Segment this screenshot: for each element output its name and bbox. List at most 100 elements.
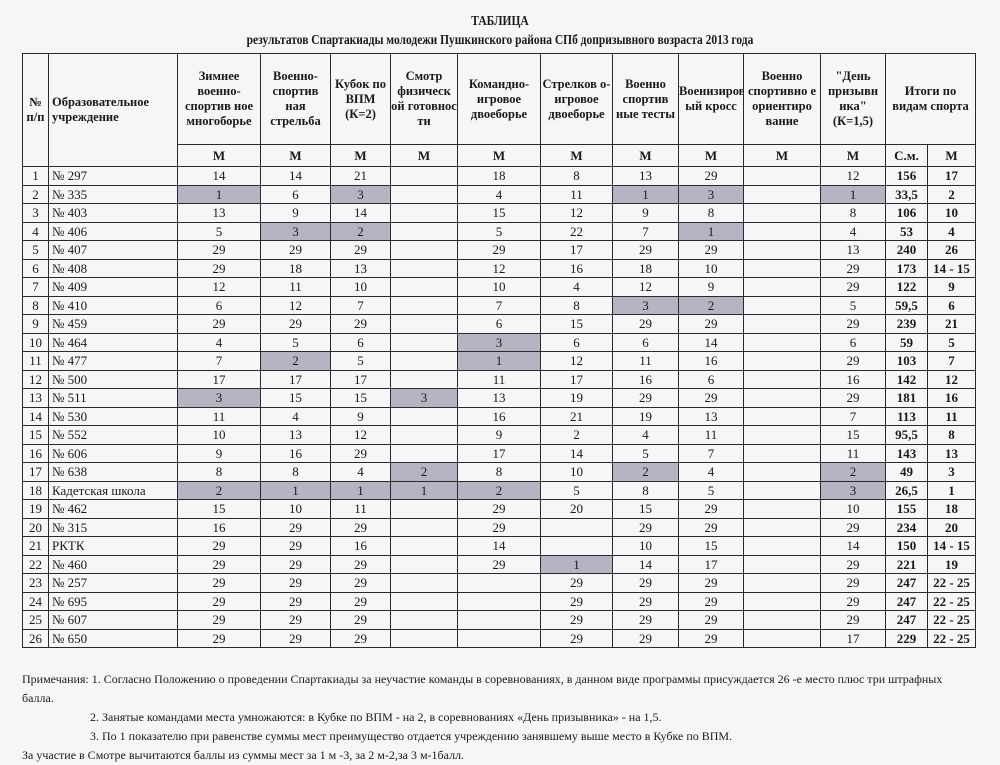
place-cell: 4 [177, 332, 261, 352]
place-cell: 7 [612, 221, 679, 241]
place-cell: 29 [678, 610, 744, 630]
place-cell: 29 [612, 610, 679, 630]
header-institution: Образовательное учреждение [48, 53, 178, 167]
institution-name: № 650 [48, 628, 178, 648]
place-cell: 8 [177, 462, 261, 482]
place-cell: 29 [330, 517, 391, 537]
place-cell: 19 [540, 388, 613, 408]
place-cell [743, 573, 821, 593]
institution-name: № 607 [48, 610, 178, 630]
place-cell: 29 [260, 536, 331, 556]
sum-of-places: 106 [885, 203, 928, 223]
document-title: ТАБЛИЦА [471, 14, 529, 29]
place-cell: 14 [330, 203, 391, 223]
place-cell: 10 [540, 462, 613, 482]
place-cell [457, 591, 541, 611]
overall-place: 3 [927, 462, 976, 482]
place-cell: 29 [678, 240, 744, 260]
place-cell [743, 258, 821, 278]
place-cell: 29 [678, 499, 744, 519]
institution-name: РКТК [48, 536, 178, 556]
place-cell: 14 [457, 536, 541, 556]
place-cell: 12 [177, 277, 261, 297]
header-sport: Военно спортив ные тесты [612, 53, 679, 145]
header-num: № п/п [22, 53, 49, 167]
place-cell [743, 554, 821, 574]
place-cell: 8 [820, 203, 886, 223]
overall-place: 5 [927, 332, 976, 352]
place-cell [390, 573, 458, 593]
place-cell: 12 [330, 425, 391, 445]
row-number: 3 [22, 203, 49, 223]
place-cell: 29 [457, 240, 541, 260]
place-cell: 15 [612, 499, 679, 519]
place-cell [743, 610, 821, 630]
sum-of-places: 247 [885, 610, 928, 630]
place-cell: 29 [820, 388, 886, 408]
note-3: 3. По 1 показателю при равенстве суммы м… [90, 729, 733, 743]
place-cell: 29 [177, 628, 261, 648]
place-cell: 15 [540, 314, 613, 334]
place-cell: 18 [457, 166, 541, 186]
place-cell: 15 [820, 425, 886, 445]
table-row: 11 № 477 7 2 5 1 12 11 16 29 103 7 [22, 351, 976, 371]
place-cell: 29 [678, 388, 744, 408]
overall-place: 22 - 25 [927, 591, 976, 611]
overall-place: 18 [927, 499, 976, 519]
institution-name: № 410 [48, 295, 178, 315]
place-cell: 29 [678, 314, 744, 334]
place-cell: 29 [678, 591, 744, 611]
header-sport: Смотр физическ ой готовнос ти [390, 53, 458, 145]
sum-of-places: 122 [885, 277, 928, 297]
table-row: 3 № 403 13 9 14 15 12 9 8 8 106 10 [22, 203, 976, 223]
sum-of-places: 181 [885, 388, 928, 408]
subheader-place: М [927, 144, 976, 167]
overall-place: 17 [927, 166, 976, 186]
place-cell: 29 [330, 554, 391, 574]
place-cell: 29 [540, 591, 613, 611]
overall-place: 21 [927, 314, 976, 334]
subheader-place: М [820, 144, 886, 167]
place-cell: 29 [820, 258, 886, 278]
place-cell: 17 [260, 369, 331, 389]
place-cell: 9 [330, 406, 391, 426]
place-cell: 3 [612, 295, 679, 315]
table-row: 25 № 607 29 29 29 29 29 29 29 247 22 - 25 [22, 610, 976, 630]
place-cell: 7 [457, 295, 541, 315]
place-cell: 15 [678, 536, 744, 556]
place-cell: 17 [177, 369, 261, 389]
place-cell [390, 554, 458, 574]
place-cell: 6 [177, 295, 261, 315]
table-row: 13 № 511 3 15 15 3 13 19 29 29 29 181 16 [22, 388, 976, 408]
place-cell: 29 [177, 591, 261, 611]
sum-of-places: 247 [885, 591, 928, 611]
place-cell: 11 [330, 499, 391, 519]
place-cell: 9 [177, 443, 261, 463]
place-cell [743, 591, 821, 611]
place-cell: 2 [457, 480, 541, 500]
place-cell: 29 [457, 517, 541, 537]
place-cell: 1 [612, 184, 679, 204]
place-cell: 29 [177, 610, 261, 630]
place-cell [540, 517, 613, 537]
place-cell: 29 [540, 573, 613, 593]
overall-place: 14 - 15 [927, 258, 976, 278]
place-cell [457, 610, 541, 630]
place-cell: 29 [457, 499, 541, 519]
place-cell: 14 [177, 166, 261, 186]
place-cell [390, 314, 458, 334]
place-cell: 3 [390, 388, 458, 408]
place-cell: 6 [457, 314, 541, 334]
place-cell [390, 517, 458, 537]
place-cell: 5 [820, 295, 886, 315]
place-cell: 29 [678, 517, 744, 537]
place-cell: 3 [330, 184, 391, 204]
header-sport: Зимнее военно-спортив ное многоборье [177, 53, 261, 145]
place-cell: 13 [260, 425, 331, 445]
subheader-place: М [260, 144, 331, 167]
subheader-place: М [457, 144, 541, 167]
place-cell [390, 295, 458, 315]
place-cell: 14 [260, 166, 331, 186]
place-cell [743, 443, 821, 463]
place-cell: 17 [540, 369, 613, 389]
